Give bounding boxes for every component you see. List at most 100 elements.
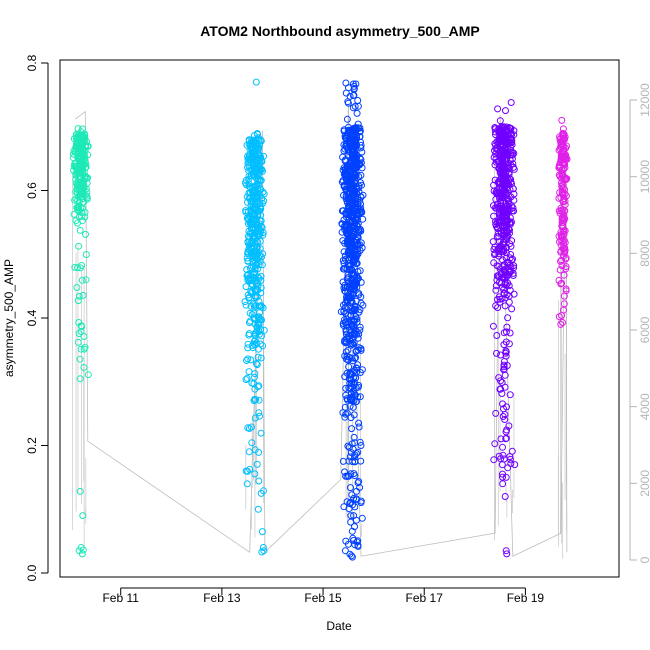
data-point bbox=[350, 270, 358, 278]
data-point bbox=[508, 237, 516, 245]
y-axis-label: asymmetry_500_AMP bbox=[2, 259, 16, 377]
data-point bbox=[258, 224, 266, 232]
data-point bbox=[351, 458, 359, 466]
data-point bbox=[341, 352, 349, 360]
data-point bbox=[558, 256, 566, 264]
data-point bbox=[356, 197, 364, 205]
data-point bbox=[506, 455, 514, 463]
data-point bbox=[76, 487, 84, 495]
data-point bbox=[359, 191, 367, 199]
data-point bbox=[75, 547, 83, 555]
data-point bbox=[246, 233, 254, 241]
y-tick-label: 0.8 bbox=[25, 54, 39, 71]
data-point bbox=[351, 189, 359, 197]
data-point bbox=[508, 138, 516, 146]
data-point bbox=[503, 362, 511, 369]
data-point bbox=[557, 257, 564, 265]
data-point bbox=[494, 224, 501, 232]
data-point bbox=[351, 256, 359, 264]
y-tick-label: 0.6 bbox=[25, 182, 39, 199]
data-point bbox=[506, 329, 514, 337]
data-point bbox=[347, 414, 355, 422]
data-point bbox=[256, 200, 264, 208]
data-point bbox=[249, 342, 256, 349]
data-point bbox=[350, 512, 358, 520]
data-point bbox=[258, 528, 266, 536]
data-point bbox=[342, 134, 350, 142]
data-point bbox=[77, 345, 85, 353]
data-point bbox=[357, 346, 365, 354]
data-point bbox=[77, 159, 85, 167]
data-point bbox=[348, 277, 356, 285]
data-point bbox=[499, 480, 507, 488]
data-point bbox=[346, 201, 354, 209]
data-point bbox=[74, 125, 82, 133]
data-point bbox=[254, 273, 262, 281]
data-point bbox=[502, 435, 510, 443]
data-point bbox=[503, 271, 511, 279]
data-point bbox=[250, 212, 258, 220]
data-point bbox=[496, 238, 504, 246]
data-point bbox=[254, 505, 262, 513]
data-point bbox=[350, 381, 358, 389]
data-point bbox=[494, 105, 502, 113]
data-point bbox=[341, 468, 349, 476]
data-point bbox=[247, 206, 255, 214]
data-point bbox=[504, 209, 512, 217]
data-point bbox=[74, 203, 82, 211]
data-point bbox=[349, 80, 357, 88]
data-point bbox=[502, 473, 510, 481]
x-axis: Feb 11 Feb 13 Feb 15 Feb 17 Feb 19 bbox=[102, 587, 544, 605]
data-point bbox=[79, 291, 87, 299]
data-point bbox=[342, 195, 350, 203]
data-point bbox=[501, 493, 509, 500]
data-point bbox=[256, 141, 263, 149]
data-point bbox=[500, 405, 507, 413]
data-point bbox=[353, 450, 360, 457]
data-point bbox=[501, 371, 509, 379]
data-point bbox=[352, 354, 360, 362]
data-point bbox=[82, 230, 89, 238]
data-point bbox=[355, 419, 363, 427]
data-point bbox=[560, 173, 568, 181]
data-point bbox=[260, 487, 267, 495]
data-point bbox=[247, 423, 255, 431]
data-point bbox=[354, 211, 362, 219]
data-point bbox=[344, 260, 352, 267]
data-point bbox=[342, 79, 350, 87]
data-point bbox=[255, 396, 263, 404]
data-point bbox=[246, 264, 254, 272]
data-point bbox=[346, 251, 354, 259]
data-point bbox=[555, 313, 563, 321]
data-point bbox=[72, 195, 80, 203]
data-point bbox=[255, 448, 263, 456]
data-point bbox=[491, 243, 499, 251]
data-point bbox=[351, 390, 359, 398]
data-point bbox=[499, 238, 507, 246]
data-point bbox=[76, 355, 84, 363]
data-point bbox=[80, 180, 87, 188]
data-point bbox=[357, 171, 365, 179]
data-point bbox=[343, 172, 350, 180]
data-point bbox=[502, 338, 510, 346]
data-point bbox=[502, 107, 509, 115]
data-point bbox=[344, 297, 352, 305]
data-point bbox=[492, 286, 500, 294]
data-point bbox=[349, 92, 357, 99]
data-point bbox=[509, 185, 517, 193]
data-point bbox=[243, 181, 250, 189]
data-point bbox=[505, 124, 513, 132]
data-point bbox=[82, 276, 90, 284]
data-point bbox=[344, 540, 352, 548]
y2-tick-label: 2000 bbox=[638, 470, 650, 497]
data-point bbox=[251, 470, 259, 478]
data-point bbox=[491, 124, 499, 131]
data-point bbox=[75, 242, 83, 250]
data-point bbox=[350, 85, 358, 92]
data-point bbox=[505, 282, 513, 290]
y2-tick-label: 8000 bbox=[638, 240, 650, 267]
data-point bbox=[346, 239, 354, 247]
data-point bbox=[350, 433, 358, 441]
data-point bbox=[243, 374, 251, 382]
data-point bbox=[501, 302, 509, 310]
